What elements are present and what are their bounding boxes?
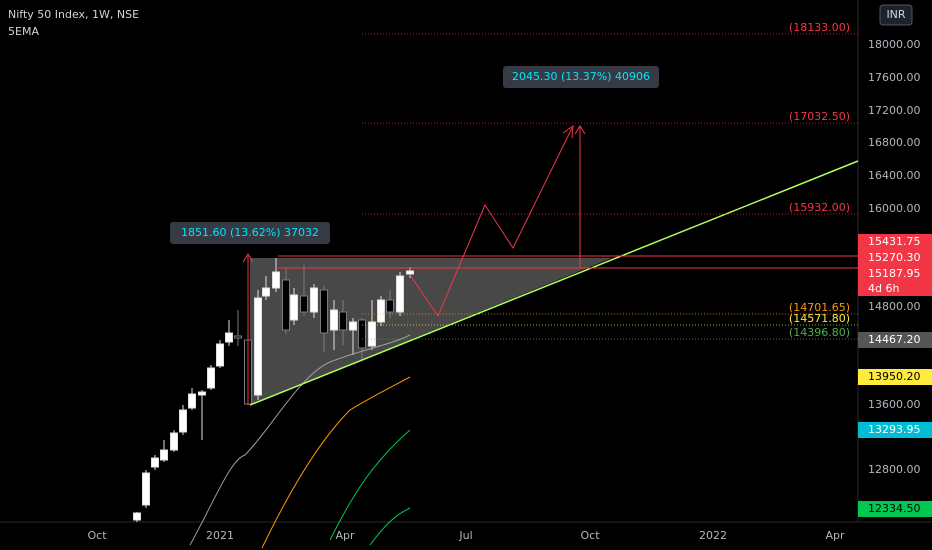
candle-body — [160, 449, 168, 461]
price-tag-label: 15270.30 — [868, 251, 921, 264]
price-tag-label: 13950.20 — [868, 370, 921, 383]
time-axis-label: Jul — [458, 529, 472, 542]
currency-badge[interactable] — [879, 4, 913, 26]
price-tag — [858, 422, 932, 438]
price-tag-label: 13293.95 — [868, 423, 921, 436]
candle-body — [188, 393, 196, 409]
price-tag — [858, 501, 932, 517]
indicator-name: 5EMA — [8, 25, 39, 38]
price-tag-label: 14467.20 — [868, 333, 921, 346]
candle-body — [170, 432, 178, 451]
projection-path — [409, 127, 573, 318]
candle-body — [262, 287, 270, 297]
ema-line — [261, 376, 411, 549]
candle-body — [225, 332, 233, 343]
price-axis-label: 13600.00 — [868, 398, 921, 411]
candle-body — [272, 271, 280, 289]
candle-body — [406, 270, 414, 275]
candle-body — [282, 279, 290, 331]
price-axis-label: 14800.00 — [868, 300, 921, 313]
time-axis-label: Oct — [580, 529, 600, 542]
candle-body — [254, 297, 262, 396]
price-axis-label: 16400.00 — [868, 169, 921, 182]
candle-body — [330, 309, 338, 331]
candle-body — [300, 295, 308, 313]
time-axis-label: Apr — [825, 529, 845, 542]
candle-body — [339, 311, 347, 331]
candle-body — [234, 335, 242, 339]
symbol-title: Nifty 50 Index, 1W, NSE — [8, 8, 139, 21]
level-label: (18133.00) — [789, 21, 850, 34]
candle-body — [377, 299, 385, 323]
ema-line — [369, 507, 411, 546]
candle-body — [368, 321, 376, 347]
candle-body — [133, 512, 141, 521]
candle-body — [151, 457, 159, 468]
time-axis-label: Oct — [87, 529, 107, 542]
arrow-head — [562, 124, 574, 139]
level-label: (17032.50) — [789, 110, 850, 123]
price-axis-label: 17200.00 — [868, 104, 921, 117]
price-tag — [858, 266, 932, 296]
measure-label: 2045.30 (13.37%) 40906 — [512, 70, 650, 83]
time-axis-label: Apr — [335, 529, 355, 542]
countdown: 4d 6h — [868, 282, 899, 295]
level-label: (15932.00) — [789, 201, 850, 214]
candle-body — [290, 294, 298, 321]
time-axis-label: 2021 — [206, 529, 234, 542]
candle-body — [179, 409, 187, 433]
price-axis-label: 16000.00 — [868, 202, 921, 215]
price-axis-label: 18000.00 — [868, 38, 921, 51]
price-tag — [858, 250, 932, 266]
level-label: (14396.80) — [789, 326, 850, 339]
price-tag — [858, 369, 932, 385]
candle-body — [396, 275, 404, 313]
candle-body — [358, 319, 366, 349]
price-tag-label: 15431.75 — [868, 235, 921, 248]
ema-line — [329, 429, 411, 541]
candle-body — [310, 287, 318, 313]
measure-box — [503, 66, 659, 88]
candle-body — [198, 391, 206, 396]
level-label: (14701.65) — [789, 301, 850, 314]
candle-body — [386, 299, 394, 313]
measure-label: 1851.60 (13.62%) 37032 — [181, 226, 319, 239]
ema-line — [189, 334, 411, 546]
candle-body — [349, 321, 357, 331]
measure-box — [170, 222, 330, 244]
price-axis-label: 17600.00 — [868, 71, 921, 84]
price-tag — [858, 234, 932, 250]
level-label: (14571.80) — [789, 312, 850, 325]
price-tag-label: 12334.50 — [868, 502, 921, 515]
trendline — [249, 160, 859, 406]
currency[interactable]: INR — [886, 8, 905, 21]
arrow-head — [242, 253, 254, 263]
price-axis-label: 12800.00 — [868, 463, 921, 476]
arrow-head — [574, 125, 586, 135]
candle-body — [216, 343, 224, 367]
price-tag — [858, 332, 932, 348]
price-tag-label: 15187.95 — [868, 267, 921, 280]
candle-body — [207, 367, 215, 389]
time-axis-label: 2022 — [699, 529, 727, 542]
candle-body — [320, 289, 328, 334]
price-axis-label: 16800.00 — [868, 136, 921, 149]
candle-body — [142, 472, 150, 506]
